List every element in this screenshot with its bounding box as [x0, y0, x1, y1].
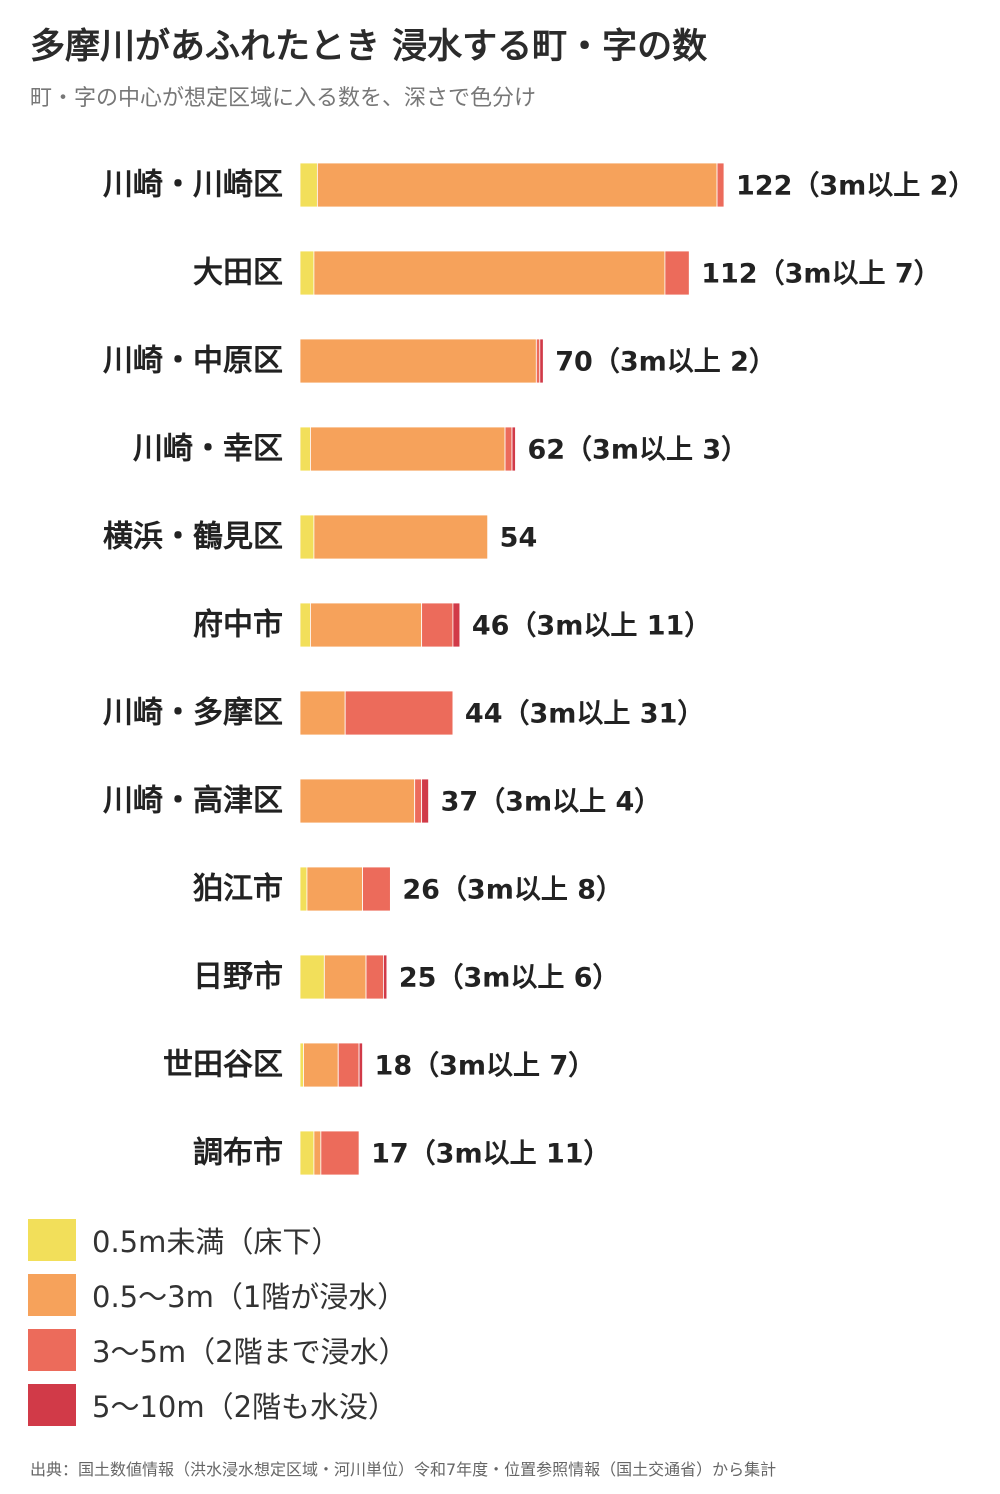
bar-segment-m5_10 — [452, 602, 461, 648]
bar-segment-lt05 — [299, 162, 318, 208]
bar-row-7: 川崎・多摩区 44（3m以上 31） — [103, 690, 704, 736]
value-label: 112（3m以上 7） — [701, 259, 940, 290]
bar-segment-m05_3 — [313, 514, 489, 560]
bar-segment-m3_5 — [362, 866, 391, 912]
bar-segment-m05_3 — [313, 250, 666, 296]
bar-row-10: 日野市 25（3m以上 6） — [193, 954, 620, 1000]
category-label: 横浜・鶴見区 — [103, 520, 283, 555]
category-label: 川崎・多摩区 — [103, 696, 283, 731]
legend-swatch-lt05 — [28, 1219, 76, 1261]
stacked-bar-chart: 川崎・川崎区 122（3m以上 2） 大田区 112（3m以上 7） 川崎・中原区 70（… — [103, 162, 975, 1176]
value-label: 18（3m以上 7） — [375, 1051, 596, 1082]
bar-segment-m3_5 — [535, 338, 541, 384]
source-note: 出典：国土数値情報（洪水浸水想定区域・河川単位）令和7年度・位置参照情報（国土交… — [30, 1460, 777, 1479]
chart-title: 多摩川があふれたとき 浸水する町・字の数 — [30, 27, 708, 67]
bar-segment-m3_5 — [664, 250, 690, 296]
category-label: 世田谷区 — [163, 1048, 283, 1083]
legend-label-lt05: 0.5m未満（床下） — [92, 1225, 341, 1259]
bar-row-9: 狛江市 26（3m以上 8） — [193, 866, 623, 912]
value-label: 25（3m以上 6） — [399, 963, 620, 994]
category-label: 川崎・川崎区 — [103, 168, 283, 203]
bar-segment-lt05 — [299, 602, 311, 648]
bar-segment-m05_3 — [310, 602, 423, 648]
bar-segment-lt05 — [299, 426, 311, 472]
bar-row-4: 川崎・幸区 62（3m以上 3） — [133, 426, 748, 472]
category-label: 川崎・高津区 — [103, 784, 283, 819]
bar-segment-m3_5 — [504, 426, 513, 472]
bar-segment-m5_10 — [383, 954, 388, 1000]
bar-row-5: 横浜・鶴見区 54 — [103, 514, 538, 560]
bar-segment-m05_3 — [303, 1042, 339, 1088]
bar-segment-m05_3 — [313, 1130, 322, 1176]
bar-segment-lt05 — [299, 1130, 315, 1176]
bar-row-6: 府中市 46（3m以上 11） — [193, 602, 711, 648]
bar-segment-lt05 — [299, 866, 308, 912]
bar-segment-lt05 — [299, 1042, 304, 1088]
bar-segment-m05_3 — [306, 866, 363, 912]
legend-swatch-5-10 — [28, 1384, 76, 1426]
bar-row-3: 川崎・中原区 70（3m以上 2） — [103, 338, 776, 384]
bar-segment-m3_5 — [716, 162, 725, 208]
bar-segment-m5_10 — [421, 778, 429, 824]
bar-segment-m05_3 — [299, 690, 346, 736]
bar-row-2: 大田区 112（3m以上 7） — [193, 250, 941, 296]
bar-segment-lt05 — [299, 954, 325, 1000]
bar-segment-m05_3 — [323, 954, 367, 1000]
bar-segment-m5_10 — [358, 1042, 363, 1088]
bar-segment-lt05 — [299, 250, 315, 296]
value-label: 26（3m以上 8） — [402, 875, 623, 906]
bar-row-8: 川崎・高津区 37（3m以上 4） — [103, 778, 662, 824]
legend-label-5-10: 5〜10m（2階も水没） — [92, 1390, 398, 1424]
bar-segment-m05_3 — [299, 778, 416, 824]
bar-row-12: 調布市 17（3m以上 11） — [193, 1130, 611, 1176]
value-label: 17（3m以上 11） — [371, 1139, 610, 1170]
value-label: 46（3m以上 11） — [472, 611, 711, 642]
value-label: 122（3m以上 2） — [736, 171, 975, 202]
bar-segment-m05_3 — [316, 162, 718, 208]
value-label: 62（3m以上 3） — [527, 435, 748, 466]
legend-item-05-3: 0.5〜3m（1階が浸水） — [28, 1273, 408, 1317]
category-label: 川崎・中原区 — [103, 344, 283, 379]
value-label: 44（3m以上 31） — [465, 699, 704, 730]
value-label: 54 — [500, 523, 538, 554]
legend-swatch-05-3 — [28, 1274, 76, 1316]
category-label: 狛江市 — [193, 872, 283, 907]
bar-segment-m5_10 — [539, 338, 544, 384]
legend-label-05-3: 0.5〜3m（1階が浸水） — [92, 1280, 407, 1314]
legend: 0.5m未満（床下） 0.5〜3m（1階が浸水） 3〜5m（2階まで浸水） 5〜… — [28, 1218, 408, 1438]
bar-segment-m3_5 — [365, 954, 384, 1000]
bar-row-1: 川崎・川崎区 122（3m以上 2） — [103, 162, 975, 208]
bar-segment-m3_5 — [421, 602, 454, 648]
category-label: 府中市 — [193, 608, 283, 643]
value-label: 70（3m以上 2） — [555, 347, 776, 378]
category-label: 日野市 — [193, 960, 283, 995]
bar-segment-lt05 — [299, 514, 315, 560]
legend-item-3-5: 3〜5m（2階まで浸水） — [28, 1328, 408, 1372]
chart-subtitle: 町・字の中心が想定区域に入る数を、深さで色分け — [30, 86, 537, 111]
category-label: 川崎・幸区 — [133, 432, 283, 467]
legend-label-3-5: 3〜5m（2階まで浸水） — [92, 1335, 408, 1369]
legend-swatch-3-5 — [28, 1329, 76, 1371]
bar-segment-m05_3 — [310, 426, 506, 472]
bar-segment-m5_10 — [511, 426, 516, 472]
bar-segment-m3_5 — [320, 1130, 360, 1176]
legend-item-lt05: 0.5m未満（床下） — [28, 1218, 408, 1262]
legend-item-5-10: 5〜10m（2階も水没） — [28, 1383, 408, 1427]
bar-segment-m05_3 — [299, 338, 537, 384]
category-label: 大田区 — [193, 256, 283, 291]
category-label: 調布市 — [193, 1136, 283, 1171]
bar-segment-m3_5 — [337, 1042, 360, 1088]
bar-segment-m3_5 — [414, 778, 423, 824]
value-label: 37（3m以上 4） — [441, 787, 662, 818]
bar-segment-m3_5 — [344, 690, 454, 736]
bar-row-11: 世田谷区 18（3m以上 7） — [163, 1042, 596, 1088]
